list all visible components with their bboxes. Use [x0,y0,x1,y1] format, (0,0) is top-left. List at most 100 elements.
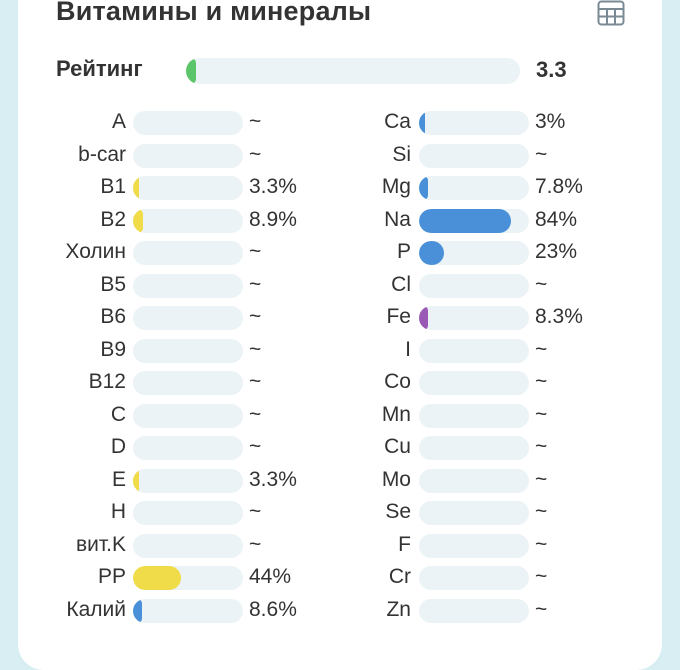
nutrient-value: ~ [249,435,262,458]
nutrient-value: ~ [249,500,262,523]
nutrient-bar [133,273,243,298]
nutrient-label: B1 [100,175,126,198]
nutrient-bar [133,143,243,168]
rating-label: Рейтинг [56,56,143,81]
nutrient-label: Na [384,207,411,231]
nutrient-label: P [396,240,411,263]
nutrient-label: Se [385,500,411,523]
nutrient-bar [419,176,529,200]
nutrient-label: B6 [100,305,126,328]
nutrient-value: 8.6% [249,597,297,621]
nutrient-row: C ~ [0,401,680,433]
nutrient-label: I [405,337,411,361]
nutrient-label: D [110,435,126,458]
nutrient-bar-fill [419,306,429,330]
nutrient-value: ~ [249,142,262,166]
nutrient-value: ~ [535,370,548,393]
nutrient-bar [419,436,529,460]
nutrient-row: E 3.3% [0,466,680,498]
nutrient-value: ~ [535,272,548,296]
nutrient-label: C [110,402,126,426]
nutrient-value: 44% [249,565,292,588]
nutrient-bar [133,403,243,428]
nutrient-row: B2 8.9% [0,206,680,238]
nutrients-card [18,0,662,670]
nutrient-value: 84% [535,207,578,231]
nutrient-value: ~ [535,435,548,458]
nutrient-label: F [398,532,411,556]
nutrient-row: I ~ [0,336,680,368]
nutrient-bar [133,176,243,200]
nutrient-label: E [111,467,126,491]
nutrient-row: вит.K ~ [0,531,680,563]
nutrient-label: H [110,500,126,523]
nutrient-bar-fill [133,208,143,233]
nutrient-label: Калий [66,597,126,621]
nutrient-label: b-car [78,142,126,166]
nutrient-label: Cr [388,565,411,588]
nutrient-row: F ~ [0,531,680,563]
nutrient-value: 7.8% [535,175,583,198]
nutrient-value: ~ [535,337,548,361]
nutrient-row: Co ~ [0,368,680,400]
nutrient-bar-fill [133,598,143,623]
nutrient-row: Si ~ [0,141,680,173]
nutrient-value: ~ [535,565,548,588]
nutrient-bar [133,533,243,558]
nutrient-value: 8.3% [535,305,583,328]
nutrient-label: B5 [100,272,126,296]
nutrient-value: ~ [535,597,548,621]
nutrient-bar [133,598,243,623]
nutrient-bar [133,468,243,493]
nutrient-value: ~ [249,532,262,556]
nutrient-value: ~ [535,467,548,491]
nutrient-bar [419,111,529,135]
nutrient-value: 3.3% [249,175,297,198]
nutrient-row: Na 84% [0,206,680,238]
nutrient-row: Cr ~ [0,563,680,595]
nutrient-value: ~ [249,337,262,361]
nutrient-row: b-car ~ [0,141,680,173]
nutrient-label: Si [392,142,411,166]
section-title: Витамины и минералы [56,0,372,26]
nutrient-bar-fill [133,566,182,590]
nutrient-row: Ca 3% [0,108,680,140]
nutrient-bar-fill [419,208,512,233]
rating-bar-fill [186,58,196,84]
nutrient-row: Cl ~ [0,271,680,303]
nutrient-label: Cl [391,272,411,296]
nutrient-row: B9 ~ [0,336,680,368]
nutrient-bar-fill [419,241,445,265]
nutrient-label: Co [384,370,411,393]
nutrient-label: Mn [381,402,411,426]
rating-bar [186,58,520,84]
nutrient-bar [419,143,529,168]
nutrient-value: ~ [249,110,262,133]
nutrient-bar [419,533,529,558]
nutrient-value: ~ [249,402,262,426]
nutrient-row: B1 3.3% [0,173,680,205]
nutrient-value: ~ [535,402,548,426]
nutrient-row: H ~ [0,498,680,530]
nutrient-bar [419,403,529,428]
nutrient-label: Холин [65,240,126,263]
nutrient-label: B12 [88,370,126,393]
nutrient-row: A ~ [0,108,680,140]
nutrient-bar [419,468,529,493]
rating-value: 3.3 [536,57,567,82]
nutrient-value: 23% [535,240,578,263]
nutrient-row: Холин ~ [0,238,680,270]
nutrient-bar [133,501,243,525]
nutrient-value: ~ [249,272,262,296]
nutrient-label: Cu [384,435,411,458]
table-grid-icon[interactable] [597,0,625,26]
nutrient-row: Калий 8.6% [0,596,680,628]
nutrient-row: Mg 7.8% [0,173,680,205]
nutrient-value: 3% [535,110,566,133]
nutrient-bar [133,241,243,265]
nutrient-label: Mg [381,175,411,198]
nutrient-value: ~ [249,370,262,393]
nutrient-row: P 23% [0,238,680,270]
nutrient-row: Cu ~ [0,433,680,465]
nutrient-value: ~ [249,305,262,328]
